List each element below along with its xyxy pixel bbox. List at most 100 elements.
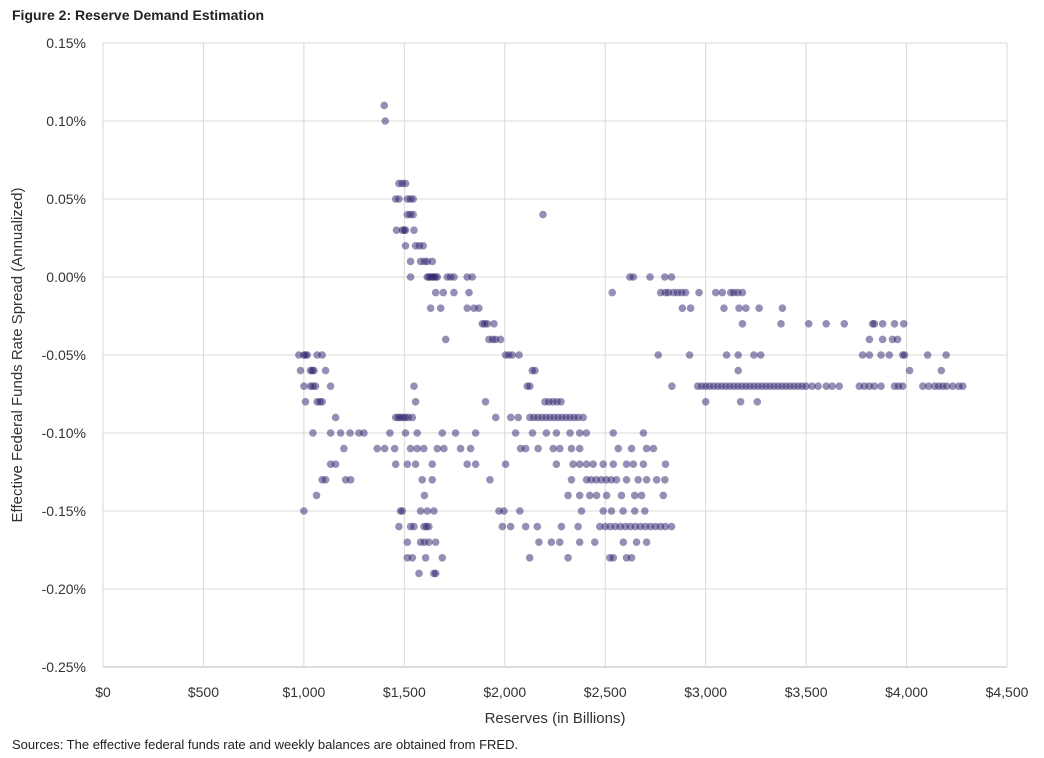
data-point xyxy=(870,320,879,328)
data-point xyxy=(905,366,914,375)
data-point xyxy=(336,429,345,437)
data-point xyxy=(592,491,601,500)
data-point xyxy=(667,273,676,281)
data-point xyxy=(326,429,335,437)
data-point xyxy=(528,429,537,437)
data-point xyxy=(959,382,967,391)
data-point xyxy=(406,444,415,453)
data-point xyxy=(419,242,428,250)
data-point xyxy=(413,444,421,453)
data-point xyxy=(552,460,561,469)
data-point xyxy=(608,288,617,297)
data-point xyxy=(296,366,305,375)
data-point xyxy=(617,491,626,500)
data-point xyxy=(401,226,410,234)
y-tick-label: -0.10% xyxy=(42,425,86,441)
data-point xyxy=(490,320,498,328)
data-point xyxy=(575,538,584,546)
y-tick-label: -0.15% xyxy=(42,503,86,519)
x-tick-label: $3,500 xyxy=(785,684,828,700)
data-point xyxy=(579,413,587,422)
data-point xyxy=(533,522,542,531)
data-point xyxy=(514,413,523,422)
data-point xyxy=(463,304,472,313)
data-point xyxy=(403,460,412,469)
data-point xyxy=(481,398,490,406)
data-point xyxy=(410,382,418,391)
data-point xyxy=(661,460,670,469)
data-point xyxy=(734,351,743,359)
data-point xyxy=(418,476,427,484)
data-point xyxy=(607,507,616,515)
data-point xyxy=(750,351,758,359)
data-point xyxy=(654,351,663,359)
data-point xyxy=(421,554,430,562)
data-point xyxy=(622,460,631,469)
data-point xyxy=(734,366,743,375)
data-point xyxy=(420,444,428,453)
data-point xyxy=(430,507,438,515)
data-point xyxy=(607,476,616,484)
data-point xyxy=(756,351,765,359)
data-point xyxy=(802,382,810,391)
data-point xyxy=(463,460,472,469)
data-point xyxy=(416,507,425,515)
data-point xyxy=(589,460,597,469)
data-point xyxy=(711,288,720,297)
data-point xyxy=(575,491,584,500)
data-point xyxy=(720,304,728,313)
data-point xyxy=(496,335,505,344)
data-point xyxy=(753,398,762,406)
data-point xyxy=(919,382,927,391)
data-point xyxy=(575,429,584,437)
data-point xyxy=(401,429,410,437)
data-point xyxy=(575,444,584,453)
data-point xyxy=(893,335,902,344)
data-point xyxy=(923,351,932,359)
data-point xyxy=(521,522,530,531)
y-tick-labels: 0.15% 0.10% 0.05% 0.00% -0.05% -0.10% -0.15% -0… xyxy=(42,35,86,675)
data-point xyxy=(701,398,710,406)
x-tick-label: $2,500 xyxy=(584,684,627,700)
data-point xyxy=(428,460,437,469)
data-point xyxy=(428,476,437,484)
data-point xyxy=(619,507,627,515)
data-point xyxy=(456,444,465,453)
data-point xyxy=(835,382,844,391)
data-point xyxy=(346,476,355,484)
data-point xyxy=(423,507,432,515)
data-point xyxy=(890,320,899,328)
data-point xyxy=(312,491,321,500)
data-point xyxy=(410,226,418,234)
data-point xyxy=(858,351,867,359)
data-point xyxy=(340,444,348,453)
data-point xyxy=(612,476,621,484)
x-tick-label: $4,500 xyxy=(986,684,1029,700)
data-point xyxy=(321,366,330,375)
data-point xyxy=(877,382,885,391)
data-point xyxy=(409,210,417,219)
data-point xyxy=(410,522,418,531)
data-point xyxy=(878,335,887,344)
data-point xyxy=(425,538,433,546)
data-point xyxy=(870,382,879,391)
x-tick-label: $4,000 xyxy=(885,684,928,700)
data-point xyxy=(942,382,951,391)
x-tick-label: $0 xyxy=(95,684,111,700)
data-point xyxy=(877,351,885,359)
data-point xyxy=(500,507,508,515)
data-point xyxy=(661,522,670,531)
data-point xyxy=(661,476,669,484)
data-point xyxy=(408,413,417,422)
data-point xyxy=(582,429,591,437)
data-point xyxy=(614,444,623,453)
data-point xyxy=(878,320,887,328)
data-point xyxy=(311,382,320,391)
data-point xyxy=(486,476,494,484)
data-point xyxy=(409,195,417,203)
data-point xyxy=(516,507,524,515)
data-point xyxy=(525,554,534,562)
data-point xyxy=(828,382,837,391)
data-point xyxy=(629,273,638,281)
data-point xyxy=(566,429,574,437)
